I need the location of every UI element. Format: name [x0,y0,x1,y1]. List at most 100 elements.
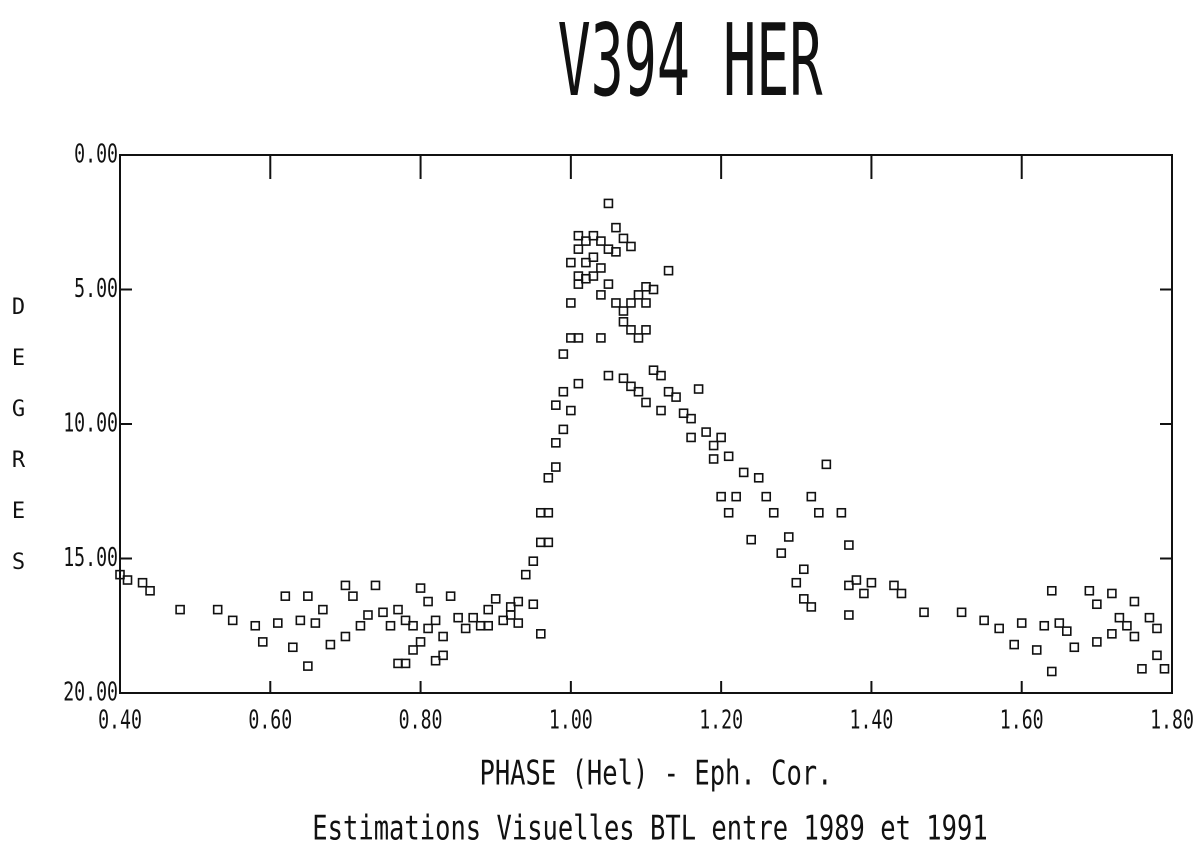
point [626,381,636,392]
point [626,241,636,252]
point [851,575,862,585]
x-tick-label: 1.80 [1150,705,1194,735]
point [844,610,854,620]
point [370,580,381,591]
point [633,290,644,300]
point [558,349,569,359]
point [633,333,644,343]
point [798,564,809,575]
point [1107,588,1117,599]
point [340,580,351,591]
point [303,661,313,671]
point [768,507,779,518]
point [889,580,899,591]
point [626,298,636,308]
point [227,615,238,626]
point [566,405,576,416]
point [1009,639,1020,650]
point [761,491,772,502]
point [528,599,539,610]
point [1046,666,1057,677]
point [280,591,291,601]
point [1129,596,1140,607]
point [490,594,501,604]
point [543,472,554,483]
point [295,615,306,626]
point [551,438,561,448]
point [701,427,711,437]
point [618,316,629,327]
point [1016,618,1027,628]
point [956,607,967,618]
point [483,620,494,631]
point [648,365,659,376]
point [656,370,666,381]
point [596,263,606,273]
point [1129,631,1140,642]
point [438,631,448,642]
point [693,384,704,394]
point [513,618,524,628]
point [596,333,606,343]
point [115,569,125,580]
point [611,247,621,257]
point [513,596,524,607]
point [137,577,148,588]
point [415,637,426,647]
point [573,244,584,254]
point [378,607,388,618]
point [686,413,696,424]
point [581,236,591,246]
point [626,325,636,335]
x-axis-label: PHASE (Hel) - Eph. Cor. [479,754,832,794]
point [1069,642,1080,653]
point [588,271,599,281]
point [408,645,418,655]
point [551,400,561,410]
point [1122,620,1132,631]
point [814,507,824,518]
point [603,279,614,289]
point [618,373,629,384]
point [423,623,433,634]
point [866,577,877,588]
point [596,290,606,300]
point [641,325,651,335]
point [400,615,411,626]
point [438,650,448,661]
point [325,639,336,650]
point [445,591,456,601]
point [1062,626,1072,636]
point [423,596,433,607]
point [588,252,599,263]
point [460,623,471,634]
point [310,618,321,628]
point [257,637,268,647]
point [663,386,674,397]
point [611,222,621,233]
y-axis-label: DEGRES [6,295,31,601]
point [430,615,441,626]
point [498,615,509,626]
point [678,408,689,419]
point [859,588,869,599]
point [896,588,907,599]
point [558,424,569,435]
point [844,540,854,550]
y-tick-label: 10.00 [63,408,118,438]
point [994,623,1004,634]
y-tick-label: 20.00 [63,677,118,707]
point [453,612,463,623]
point [821,459,832,470]
point [122,575,133,585]
point [791,577,802,588]
point [272,618,283,628]
point [836,507,847,518]
point [212,604,223,615]
point [686,432,696,443]
point [641,298,651,308]
point [430,655,441,666]
point [1092,599,1102,610]
